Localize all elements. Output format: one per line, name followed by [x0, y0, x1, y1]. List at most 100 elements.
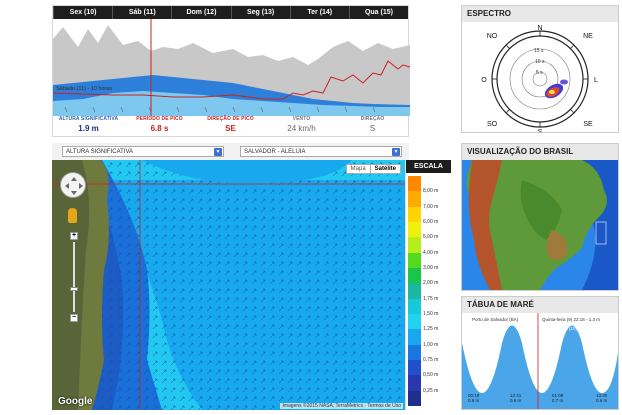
compass-no: NO [487, 33, 498, 40]
compass-ne: NE [583, 33, 593, 40]
spectrum-panel: ESPECTRO N NE L SE S SO [461, 5, 619, 136]
tide-event-time: 13:30 [596, 393, 608, 398]
compass-l: L [594, 77, 598, 84]
scale-swatch [408, 206, 421, 222]
pan-arrows-icon [65, 177, 83, 195]
day-tab-tue[interactable]: Ter (14) [289, 6, 349, 19]
tide-event-3: 01:08 0.7 m [552, 393, 563, 403]
scale-label: 0,50 m [423, 372, 439, 379]
ring-label-15s: 15 s [534, 48, 544, 54]
map-control-bar: ALTURA SIGNIFICATIVA ▾ SALVADOR - ALELUI… [52, 143, 409, 160]
tide-day-label-fri: Sexta-feira (10) [546, 326, 578, 331]
scale-label: 1,25 m [423, 326, 439, 333]
zoom-out-button[interactable]: − [70, 314, 78, 322]
chevron-down-icon: ▾ [392, 148, 400, 156]
zoom-in-button[interactable]: + [70, 232, 78, 240]
scale-label: 0,75 m [423, 357, 439, 363]
wave-timeseries-chart[interactable] [53, 19, 410, 116]
scale-label: 7,00 m [423, 203, 439, 210]
chevron-down-icon: ▾ [214, 148, 222, 156]
tide-event-time: 12:41 [510, 393, 522, 398]
coastal-water-north [142, 160, 352, 184]
day-tab-sat[interactable]: Sáb (11) [112, 6, 171, 19]
selection-box [595, 221, 607, 245]
stat-label: ALTURA SIGNIFICATIVA [58, 116, 119, 122]
day-tab-fri[interactable]: Sex (10) [53, 6, 112, 19]
scale-label: 3,00 m [423, 265, 439, 271]
scale-label: 1,50 m [423, 311, 439, 317]
stat-wind-speed: VENTO 24 km/h [266, 116, 337, 138]
tide-table-panel: TÁBUA DE MARÉ Porto de Salvador (BA) Qui… [461, 296, 619, 410]
map-canvas [52, 160, 405, 410]
scale-color-bar [408, 176, 421, 406]
color-scale-legend: ESCALA 8,00 m 7,00 m 6,00 m 5,00 m 4,00 m 3,0… [405, 160, 451, 410]
map-type-map-button[interactable]: Mapa [350, 166, 366, 172]
tide-event-time: 00:19 [468, 393, 480, 398]
time-cursor-label: Sábado (11) - 10 horas [56, 86, 113, 92]
google-logo[interactable]: Google [58, 396, 93, 407]
tide-event-time: 01:08 [552, 393, 564, 398]
variable-select[interactable]: ALTURA SIGNIFICATIVA ▾ [62, 146, 224, 157]
zoom-slider-thumb[interactable] [70, 287, 78, 291]
pan-control[interactable] [60, 172, 86, 198]
compass-s: S [538, 129, 543, 132]
compass-n: N [537, 25, 542, 32]
spectrum-title: ESPECTRO [462, 6, 618, 22]
zoom-slider-track[interactable] [73, 242, 75, 312]
wave-direction-vectors [52, 160, 405, 410]
ring-label-10s: 10 s [535, 59, 545, 65]
forecast-timeseries-panel: Sex (10) Sáb (11) Dom (12) Seg (13) Ter … [52, 5, 410, 138]
scale-swatch [408, 329, 421, 345]
map-attribution[interactable]: Imagens ©2015 NASA, TerraMetrics · Termo… [280, 403, 403, 409]
spectrum-polar-chart: N NE L SE S SO O NO 15 s 10 s 5 s [481, 25, 598, 136]
day-tab-mon[interactable]: Seg (13) [230, 6, 290, 19]
brazil-overview-title: VISUALIZAÇÃO DO BRASIL [462, 144, 618, 160]
stat-wind-direction: DIREÇÃO S [337, 116, 408, 138]
tide-event-height: 0.6 m [468, 398, 480, 403]
stat-label: PERÍODO DE PICO [136, 116, 183, 122]
scale-swatch [408, 344, 421, 360]
stat-value: 1.9 m [78, 124, 99, 133]
location-select-value: SALVADOR - ALELUIA [244, 149, 306, 155]
scale-swatch [408, 267, 421, 284]
stat-value: 24 km/h [287, 124, 316, 133]
scale-swatch [408, 375, 421, 391]
stat-label: DIREÇÃO DE PICO [207, 116, 254, 122]
tide-chart[interactable]: Porto de Salvador (BA) Quinta-feira (9) … [462, 313, 618, 409]
scale-label: 4,00 m [423, 249, 439, 256]
scale-label: 2,00 m [423, 280, 439, 287]
brazil-overview-map[interactable] [462, 160, 618, 290]
tide-event-height: 0.6 m [510, 398, 522, 403]
day-tab-sun[interactable]: Dom (12) [171, 6, 230, 19]
location-select[interactable]: SALVADOR - ALELUIA ▾ [240, 146, 402, 157]
compass-o: O [481, 77, 487, 84]
stat-value: 6.8 s [150, 124, 169, 133]
tide-cursor-label: Quinta-feira (9) 22:15 - 1.3 m [542, 317, 601, 322]
stat-peak-direction: DIREÇÃO DE PICO SE [195, 116, 266, 138]
tide-table-title: TÁBUA DE MARÉ [462, 297, 618, 313]
wave-height-area-light [53, 91, 410, 116]
scale-label: 5,00 m [423, 234, 439, 241]
stat-label: VENTO [292, 116, 311, 122]
compass-se: SE [583, 121, 593, 128]
tide-event-height: 0.7 m [552, 398, 564, 403]
scale-swatch [408, 313, 421, 330]
tide-curve-area [462, 325, 618, 409]
pegman-icon[interactable] [68, 208, 77, 223]
stat-value: S [369, 124, 376, 133]
map-type-satellite-button[interactable]: Satélite [369, 165, 400, 173]
tide-event-1: 00:19 0.6 m [468, 393, 479, 403]
tide-curve-chart [462, 313, 618, 409]
day-tab-wed[interactable]: Qua (15) [348, 6, 408, 19]
tide-location: Porto de Salvador (BA) [472, 317, 519, 322]
stat-wave-height: ALTURA SIGNIFICATIVA 1.9 m [53, 116, 124, 138]
tide-event-2: 12:41 0.6 m [510, 393, 521, 403]
wave-height-map[interactable]: Mapa Satélite + − Google Imagens ©2015 N… [52, 160, 405, 410]
stat-label: DIREÇÃO [360, 116, 385, 122]
scale-label: 1,75 m [423, 295, 439, 302]
scale-swatch [408, 283, 421, 299]
scale-swatch [408, 298, 421, 314]
wind-direction-arrows [64, 106, 376, 113]
scale-label: 1,00 m [423, 341, 439, 348]
variable-select-value: ALTURA SIGNIFICATIVA [66, 149, 134, 155]
